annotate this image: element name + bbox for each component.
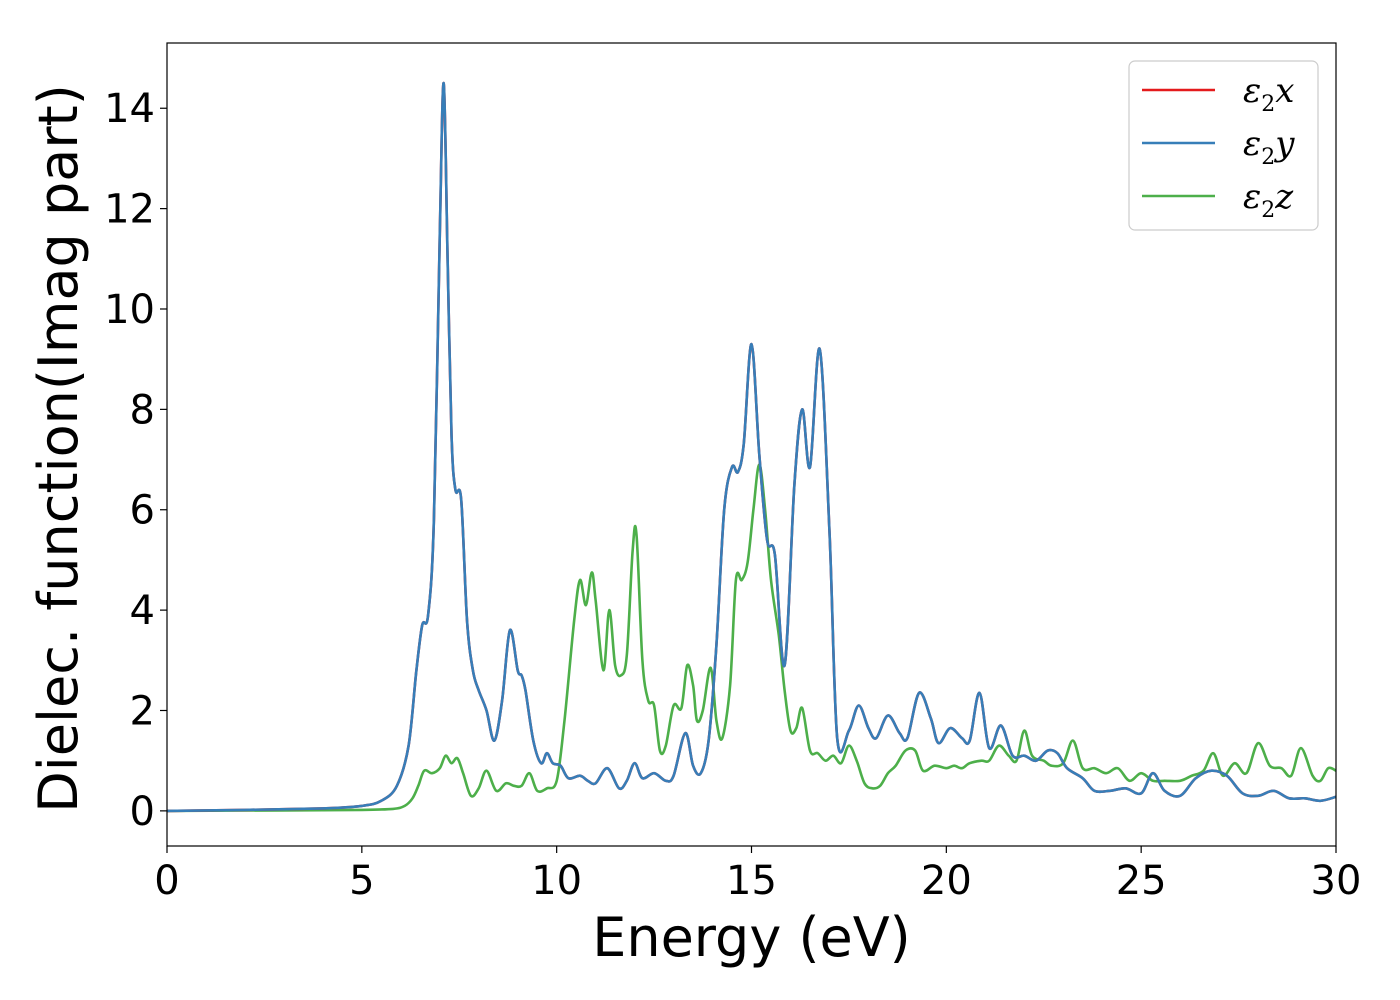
y-axis-title: Dielec. function(Imag part) — [27, 84, 90, 813]
series-line-y — [167, 81, 1336, 813]
x-axis-title: Energy (eV) — [592, 906, 911, 969]
legend-box — [1128, 60, 1319, 231]
x-tick-label: 20 — [921, 858, 972, 904]
series-line-z — [167, 463, 1336, 813]
legend: ε2x ε2y ε2z — [1128, 60, 1319, 231]
x-axis-ticks: 0 5 10 15 20 25 30 — [154, 846, 1361, 904]
y-tick-label: 12 — [104, 187, 155, 233]
y-tick-label: 4 — [130, 588, 155, 634]
y-tick-label: 0 — [130, 789, 155, 835]
y-tick-label: 8 — [130, 387, 155, 433]
plot-lines — [167, 81, 1336, 813]
x-tick-label: 10 — [531, 858, 582, 904]
y-tick-label: 6 — [130, 488, 155, 534]
y-tick-label: 10 — [104, 287, 155, 333]
legend-label-z: ε2z — [1243, 177, 1294, 223]
x-tick-label: 0 — [154, 858, 179, 904]
x-tick-label: 25 — [1116, 858, 1167, 904]
x-tick-label: 5 — [349, 858, 374, 904]
x-tick-label: 15 — [726, 858, 777, 904]
y-tick-label: 2 — [130, 688, 155, 734]
x-tick-label: 30 — [1311, 858, 1362, 904]
y-axis-ticks: 0 2 4 6 8 10 12 14 — [104, 86, 167, 835]
y-tick-label: 14 — [104, 86, 155, 132]
legend-label-x: ε2x — [1243, 71, 1294, 117]
legend-label-y: ε2y — [1243, 124, 1295, 170]
